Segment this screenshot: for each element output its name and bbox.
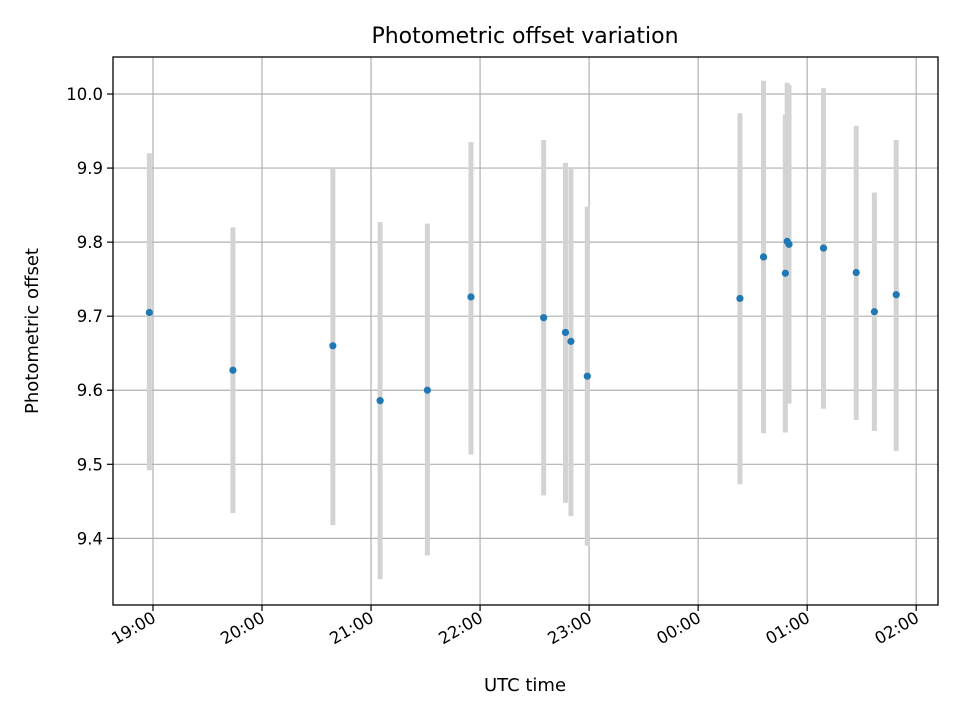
chart-title: Photometric offset variation [371, 24, 678, 49]
data-point [892, 291, 900, 299]
data-point [467, 293, 475, 301]
data-point [852, 268, 860, 277]
y-tick-label: 9.7 [77, 307, 103, 326]
data-point [229, 366, 237, 374]
data-point [759, 253, 768, 261]
plot-frame [112, 56, 939, 606]
y-tick-label: 9.6 [77, 381, 103, 400]
y-tick-label: 10.0 [66, 85, 103, 104]
data-points [145, 237, 900, 405]
data-point [145, 308, 153, 317]
y-tick-label: 9.4 [77, 529, 103, 548]
data-point [785, 240, 793, 248]
y-tick-label: 9.8 [77, 233, 103, 252]
y-axis-label: Photometric offset [22, 248, 43, 414]
data-point [376, 397, 384, 405]
data-point [781, 269, 789, 277]
x-axis-label: UTC time [484, 675, 566, 696]
data-point [583, 372, 591, 380]
data-point [819, 244, 828, 252]
data-point [329, 342, 337, 350]
y-tick-label: 9.5 [77, 455, 103, 474]
data-point [423, 386, 431, 394]
y-tick-label: 9.9 [77, 159, 103, 178]
data-point [567, 337, 575, 345]
data-point [561, 328, 570, 337]
grid [113, 57, 938, 605]
data-point [736, 294, 744, 303]
data-point [540, 314, 548, 322]
data-point [870, 308, 878, 316]
